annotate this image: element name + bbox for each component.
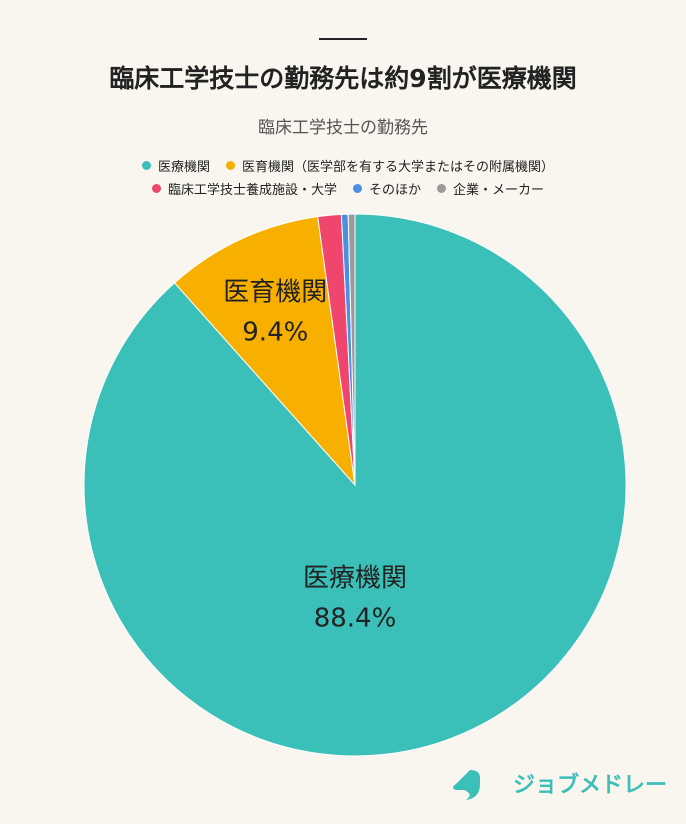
legend-item: 医育機関（医学部を有する大学またはその附属機関） [226,156,554,175]
slice-labels: 医療機関 88.4% 医育機関 9.4% [223,277,407,633]
slice-value-label: 88.4% [314,603,397,633]
pie [83,213,627,757]
chart-subtitle: 臨床工学技士の勤務先 [258,118,428,138]
brand-name: ジョブメドレー [513,772,667,798]
legend-swatch [437,184,446,193]
slice-label: 医育機関 [223,277,327,307]
legend-swatch [226,161,235,170]
legend-label: 医育機関（医学部を有する大学またはその附属機関） [242,160,555,175]
legend-swatch [151,184,161,193]
legend: 医療機関 医育機関（医学部を有する大学またはその附属機関） 臨床工学技士養成施設・大… [93,156,603,198]
legend-swatch [141,161,151,170]
legend-label: そのほか [368,183,421,198]
legend-item: 企業・メーカー [437,179,544,198]
legend-item: 臨床工学技士養成施設・大学 [151,179,337,198]
slice-value-label: 9.4% [242,317,308,347]
legend-label: 医療機関 [157,160,210,175]
legend-label: 企業・メーカー [453,183,545,198]
pie-slice [347,213,356,486]
brand-logo [453,770,480,800]
legend-item: そのほか [352,179,421,198]
pie-slice [173,216,356,487]
legend-item: 医療機関 [141,156,210,175]
legend-swatch [352,184,362,193]
chart-title: 臨床工学技士の勤務先は約9割が医療機関 [109,64,576,93]
slice-label: 医療機関 [303,563,407,593]
legend-label: 臨床工学技士養成施設・大学 [167,183,337,198]
